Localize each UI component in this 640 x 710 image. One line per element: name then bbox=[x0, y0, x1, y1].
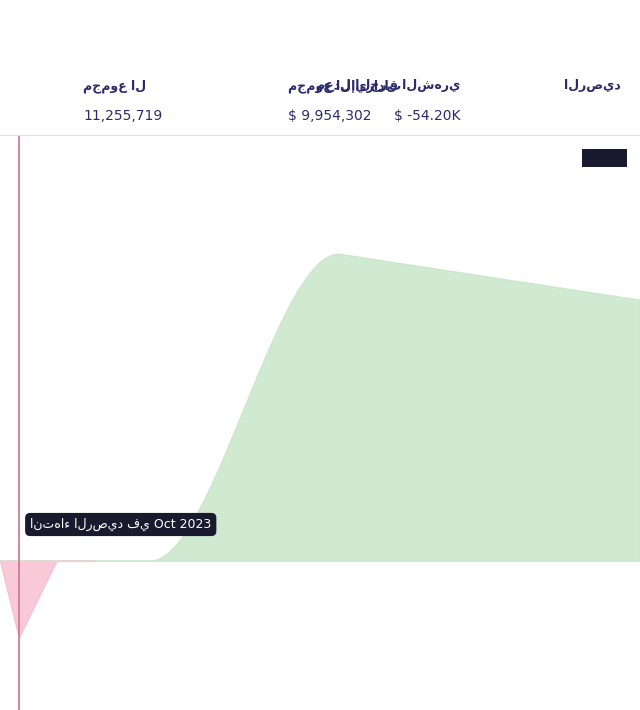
Text: $ -54.20K: $ -54.20K bbox=[394, 109, 461, 123]
Text: انتهاء الرصيد في Oct 2023: انتهاء الرصيد في Oct 2023 bbox=[30, 518, 211, 531]
Text: $ 9,954,302: $ 9,954,302 bbox=[288, 109, 371, 123]
Text: 11,255,719: 11,255,719 bbox=[83, 109, 163, 123]
Text: مجموع ال: مجموع ال bbox=[83, 79, 147, 92]
Text: مجموع الإيرادات: مجموع الإيرادات bbox=[288, 79, 401, 92]
Text: المالي: المالي bbox=[497, 14, 621, 46]
Text: الرصيد: الرصيد bbox=[564, 79, 621, 92]
Text: معدل الحرق الشهري: معدل الحرق الشهري bbox=[316, 79, 461, 92]
